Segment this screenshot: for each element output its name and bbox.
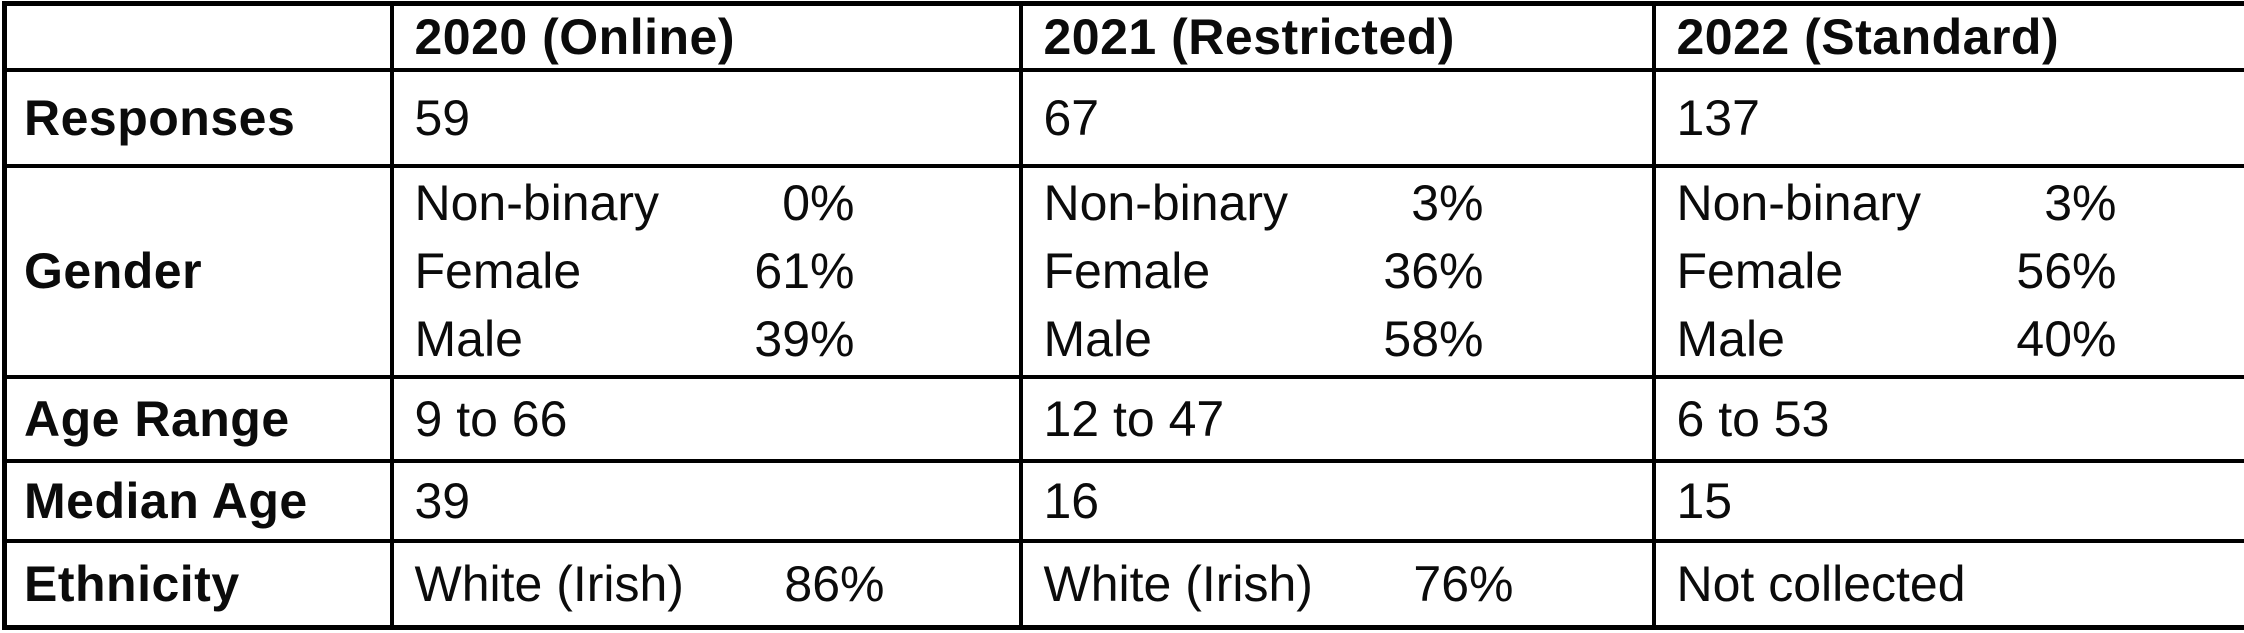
gender-percent-value: 0%	[782, 175, 855, 232]
cell-gender-2021: Non-binary 3% Female 36% Male 58%	[1018, 164, 1656, 379]
gender-category-label: Non-binary	[1676, 175, 1922, 232]
gender-category-label: Female	[1676, 243, 1844, 300]
cell-responses-2022: 137	[1651, 68, 2244, 169]
gender-category-label: Non-binary	[414, 175, 660, 232]
row-header-age-range: Age Range	[2, 374, 394, 463]
cell-median-age-2022: 15	[1651, 458, 2244, 543]
ethnicity-percent-value: 86%	[784, 555, 885, 612]
gender-percent-value: 58%	[1383, 311, 1484, 368]
table-row-median-age: Median Age 39 16 15	[2, 458, 2244, 543]
gender-line-nonbinary: Non-binary 0%	[414, 170, 855, 237]
table-row-age-range: Age Range 9 to 66 12 to 47 6 to 53	[2, 374, 2244, 463]
cell-gender-2022: Non-binary 3% Female 56% Male 40%	[1651, 164, 2244, 379]
gender-category-label: Non-binary	[1043, 175, 1289, 232]
gender-breakdown-2022: Non-binary 3% Female 56% Male 40%	[1676, 170, 2117, 372]
gender-category-label: Female	[1043, 243, 1211, 300]
table-row-ethnicity: Ethnicity White (Irish) 86% White (Irish…	[2, 538, 2244, 630]
row-header-gender: Gender	[2, 164, 394, 379]
column-header-2022-standard: 2022 (Standard)	[1651, 1, 2244, 73]
gender-category-label: Male	[414, 311, 523, 368]
ethnicity-entry: White (Irish) 76%	[1044, 555, 1514, 613]
row-header-ethnicity: Ethnicity	[2, 538, 394, 630]
ethnicity-label: Not collected	[1676, 555, 1966, 612]
ethnicity-percent-value: 76%	[1413, 555, 1514, 612]
cell-median-age-2020: 39	[389, 458, 1023, 543]
cell-ethnicity-2022: Not collected	[1651, 538, 2244, 630]
cell-median-age-2021: 16	[1018, 458, 1656, 543]
gender-percent-value: 61%	[754, 243, 855, 300]
gender-line-female: Female 36%	[1044, 237, 1484, 305]
gender-category-label: Male	[1676, 311, 1785, 368]
column-header-2021-restricted: 2021 (Restricted)	[1018, 1, 1656, 73]
ethnicity-entry: Not collected	[1677, 555, 2147, 613]
ethnicity-label: White (Irish)	[414, 555, 684, 612]
gender-line-nonbinary: Non-binary 3%	[1676, 170, 2117, 237]
gender-line-male: Male 39%	[414, 305, 855, 372]
table-row-gender: Gender Non-binary 0% Female 61% Male 39%	[2, 164, 2244, 379]
cell-responses-2020: 59	[389, 68, 1023, 169]
gender-line-male: Male 40%	[1676, 305, 2117, 372]
ethnicity-label: White (Irish)	[1043, 555, 1313, 612]
cell-age-range-2021: 12 to 47	[1018, 374, 1656, 463]
gender-line-nonbinary: Non-binary 3%	[1043, 170, 1484, 237]
cell-age-range-2022: 6 to 53	[1651, 374, 2244, 463]
cell-gender-2020: Non-binary 0% Female 61% Male 39%	[389, 164, 1023, 379]
cell-responses-2021: 67	[1018, 68, 1656, 169]
column-header-2020-online: 2020 (Online)	[389, 1, 1023, 73]
gender-percent-value: 56%	[2016, 243, 2117, 300]
gender-category-label: Male	[1043, 311, 1152, 368]
table-row-responses: Responses 59 67 137	[2, 68, 2244, 169]
cell-age-range-2020: 9 to 66	[389, 374, 1023, 463]
corner-cell	[2, 1, 394, 73]
ethnicity-entry: White (Irish) 86%	[415, 555, 885, 613]
gender-line-female: Female 61%	[415, 237, 855, 305]
row-header-median-age: Median Age	[2, 458, 394, 543]
gender-percent-value: 40%	[2016, 311, 2117, 368]
cell-ethnicity-2021: White (Irish) 76%	[1018, 538, 1656, 630]
gender-percent-value: 39%	[754, 311, 855, 368]
gender-percent-value: 36%	[1383, 243, 1484, 300]
gender-percent-value: 3%	[2044, 175, 2117, 232]
row-header-responses: Responses	[2, 68, 394, 169]
gender-line-male: Male 58%	[1043, 305, 1484, 372]
table-header-row: 2020 (Online) 2021 (Restricted) 2022 (St…	[2, 1, 2244, 73]
gender-percent-value: 3%	[1411, 175, 1484, 232]
cell-ethnicity-2020: White (Irish) 86%	[389, 538, 1023, 630]
gender-breakdown-2020: Non-binary 0% Female 61% Male 39%	[414, 170, 855, 372]
gender-line-female: Female 56%	[1677, 237, 2117, 305]
gender-category-label: Female	[414, 243, 582, 300]
gender-breakdown-2021: Non-binary 3% Female 36% Male 58%	[1043, 170, 1484, 372]
